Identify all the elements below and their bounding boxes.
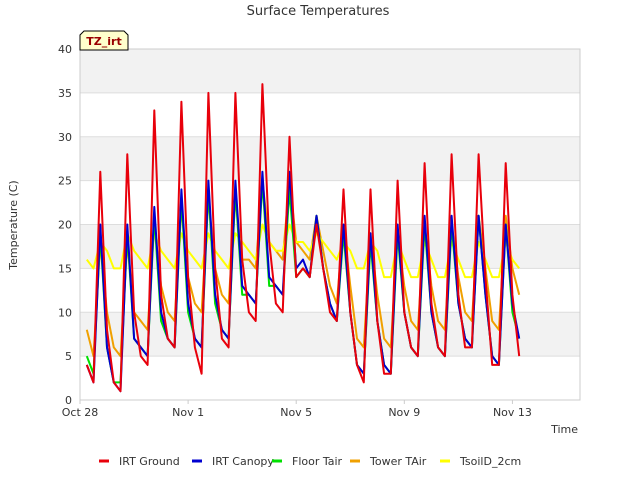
site-label-badge: TZ_irt	[79, 30, 129, 51]
legend-label: IRT Ground	[119, 455, 180, 468]
legend-label: TsoilD_2cm	[459, 455, 521, 468]
legend: IRT Ground IRT Canopy Floor Tair Tower TAir…	[99, 455, 521, 468]
series-line-irt-ground	[85, 83, 521, 393]
legend-label: Floor Tair	[292, 455, 343, 468]
x-tick-label: Nov 9	[388, 406, 420, 419]
y-axis-label: Temperature (C)	[7, 180, 20, 270]
chart-title: Surface Temperatures	[247, 4, 390, 19]
site-label-text: TZ_irt	[86, 35, 121, 48]
legend-label: Tower TAir	[369, 455, 427, 468]
y-tick-label: 30	[58, 131, 72, 144]
y-tick-label: 0	[65, 394, 72, 407]
y-tick-label: 10	[58, 306, 72, 319]
plot-frame	[79, 48, 581, 401]
site-label-box	[79, 30, 129, 51]
x-axis-label: Time	[550, 423, 578, 436]
legend-label: IRT Canopy	[212, 455, 274, 468]
series-lines	[85, 83, 521, 393]
x-tick-label: Nov 1	[172, 406, 204, 419]
x-tick-label: Nov 5	[280, 406, 312, 419]
x-tick-label: Nov 13	[493, 406, 532, 419]
x-axis-ticks: Oct 28 Nov 1 Nov 5 Nov 9 Nov 13	[62, 400, 532, 419]
y-tick-label: 40	[58, 43, 72, 56]
background-bands	[80, 49, 580, 357]
background-band	[80, 49, 580, 93]
y-tick-label: 15	[58, 262, 72, 275]
y-tick-label: 20	[58, 219, 72, 232]
y-axis-ticks: 0 5 10 15 20 25 30 35 40	[58, 43, 72, 407]
background-band	[80, 224, 580, 269]
background-band	[80, 136, 580, 181]
background-band	[80, 312, 580, 357]
y-tick-label: 5	[65, 350, 72, 363]
y-tick-label: 35	[58, 87, 72, 100]
y-tick-label: 25	[58, 175, 72, 188]
x-tick-label: Oct 28	[62, 406, 99, 419]
